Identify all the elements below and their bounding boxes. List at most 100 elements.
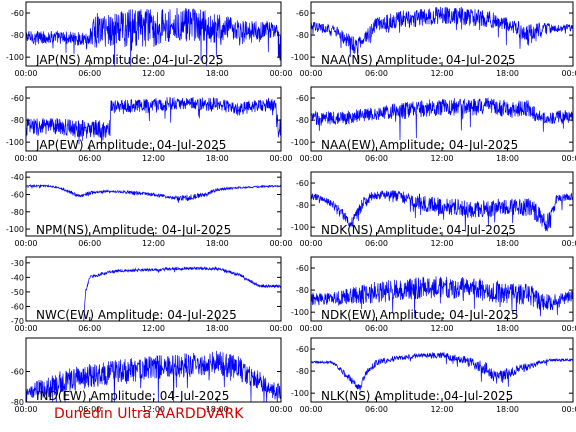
series-line-jap-ns: [26, 7, 281, 66]
y-tick-label: -80: [296, 201, 309, 210]
y-tick-label: -60: [296, 264, 309, 273]
x-tick-label: 18:00: [496, 405, 519, 414]
x-tick-label: 06:00: [78, 239, 101, 248]
x-tick-label: 12:00: [142, 405, 165, 414]
y-tick-label: -80: [296, 367, 309, 376]
x-tick-label: 18:00: [206, 239, 229, 248]
x-tick-label: 06:00: [365, 405, 388, 414]
series-line-jap-ew: [26, 96, 281, 146]
y-tick-label: -60: [11, 94, 24, 103]
chart-title: NDK(EW) Amplitude: 04-Jul-2025: [321, 308, 519, 322]
series-line-naa-ew: [311, 97, 573, 141]
x-tick-label: 12:00: [142, 154, 165, 163]
x-tick-label: 00:00: [299, 405, 322, 414]
y-tick-label: -100: [291, 308, 309, 317]
x-tick-label: 00:00: [561, 405, 576, 414]
x-tick-label: 00:00: [14, 154, 37, 163]
x-tick-label: 00:00: [299, 239, 322, 248]
y-tick-label: -80: [11, 116, 24, 125]
x-tick-label: 06:00: [78, 324, 101, 333]
x-tick-label: 12:00: [142, 239, 165, 248]
x-tick-label: 12:00: [430, 405, 453, 414]
chart-title: IND(EW) Amplitude: 04-Jul-2025: [36, 389, 229, 403]
x-tick-label: 06:00: [78, 405, 101, 414]
x-tick-label: 00:00: [14, 405, 37, 414]
x-tick-label: 00:00: [299, 324, 322, 333]
y-tick-label: -60: [11, 302, 24, 311]
x-tick-label: 18:00: [206, 405, 229, 414]
chart-panel-nwc-ew: -70 -60 -50 -40 -30 00:00 06:00 12:00 18:00 00:00…: [11, 256, 293, 333]
y-tick-label: -100: [6, 138, 24, 147]
x-tick-label: 18:00: [496, 69, 519, 78]
y-tick-label: -60: [296, 345, 309, 354]
y-tick-label: -100: [291, 389, 309, 398]
chart-panel-naa-ew: -100 -80 -60 00:00 06:00 12:00 18:00 00:00 NAA(E…: [291, 86, 576, 163]
x-tick-label: 12:00: [430, 239, 453, 248]
y-tick-label: -80: [296, 116, 309, 125]
x-tick-label: 00:00: [14, 239, 37, 248]
footer-label: Dunedin Ultra AARDDVARK: [54, 406, 244, 422]
chart-title: NDK(NS) Amplitude: 04-Jul-2025: [321, 223, 516, 237]
series-line-ndk-ns: [311, 190, 573, 232]
y-tick-label: -60: [296, 94, 309, 103]
x-tick-label: 00:00: [269, 154, 292, 163]
y-tick-label: -60: [11, 190, 24, 199]
x-tick-label: 00:00: [269, 69, 292, 78]
chart-panel-npm-ns: -100 -80 -60 -40 00:00 06:00 12:00 18:00 00:00 NP…: [6, 171, 293, 248]
chart-title: JAP(NS) Amplitude: 04-Jul-2025: [35, 53, 224, 67]
chart-title: NWC(EW) Amplitude: 04-Jul-2025: [36, 308, 237, 322]
x-tick-label: 12:00: [142, 69, 165, 78]
x-tick-label: 00:00: [269, 405, 292, 414]
x-tick-label: 00:00: [269, 324, 292, 333]
chart-title: NAA(EW) Amplitude: 04-Jul-2025: [321, 138, 518, 152]
y-tick-label: -100: [291, 138, 309, 147]
y-tick-label: -80: [296, 286, 309, 295]
chart-title: NLK(NS) Amplitude: 04-Jul-2025: [321, 389, 513, 403]
x-tick-label: 00:00: [14, 69, 37, 78]
y-tick-label: -100: [291, 53, 309, 62]
chart-panel-nlk-ns: -100 -80 -60 00:00 06:00 12:00 18:00 00:00 NLK(N…: [291, 337, 576, 414]
chart-panel-ind-ew: -80 -60 00:00 06:00 12:00 18:00 00:00 IND(EW) A…: [11, 337, 293, 414]
x-tick-label: 06:00: [78, 69, 101, 78]
series-line-naa-ns: [311, 6, 573, 61]
y-tick-label: -60: [11, 9, 24, 18]
x-tick-label: 12:00: [142, 324, 165, 333]
x-tick-label: 00:00: [561, 154, 576, 163]
y-tick-label: -30: [11, 259, 24, 268]
y-tick-label: -100: [291, 223, 309, 232]
y-tick-label: -80: [296, 31, 309, 40]
chart-panel-ndk-ew: -100 -80 -60 00:00 06:00 12:00 18:00 00:00 NDK(E…: [291, 256, 576, 333]
series-line-nwc-ew: [26, 266, 281, 321]
x-tick-label: 00:00: [269, 239, 292, 248]
x-tick-label: 18:00: [206, 324, 229, 333]
chart-panel-naa-ns: -100 -80 -60 00:00 06:00 12:00 18:00 00:00 NAA(N…: [291, 1, 576, 78]
x-tick-label: 06:00: [78, 154, 101, 163]
x-tick-label: 06:00: [365, 69, 388, 78]
y-tick-label: -100: [6, 225, 24, 234]
x-tick-label: 06:00: [365, 324, 388, 333]
series-line-ind-ew: [26, 350, 281, 402]
chart-title: NPM(NS) Amplitude: 04-Jul-2025: [36, 223, 231, 237]
y-tick-label: -60: [11, 368, 24, 377]
y-tick-label: -80: [11, 398, 24, 407]
y-tick-label: -40: [11, 273, 24, 282]
x-tick-label: 00:00: [299, 69, 322, 78]
series-line-nlk-ns: [311, 351, 573, 391]
x-tick-label: 00:00: [561, 69, 576, 78]
x-tick-label: 12:00: [430, 69, 453, 78]
y-tick-label: -40: [11, 173, 24, 182]
y-tick-label: -60: [296, 9, 309, 18]
series-line-npm-ns: [26, 183, 281, 203]
x-tick-label: 00:00: [299, 154, 322, 163]
x-tick-label: 18:00: [206, 69, 229, 78]
x-tick-label: 18:00: [496, 239, 519, 248]
x-tick-label: 00:00: [561, 324, 576, 333]
chart-title: JAP(EW) Amplitude: 04-Jul-2025: [35, 138, 226, 152]
x-tick-label: 18:00: [496, 154, 519, 163]
chart-title: NAA(NS) Amplitude: 04-Jul-2025: [321, 53, 515, 67]
x-tick-label: 06:00: [365, 239, 388, 248]
x-tick-label: 06:00: [365, 154, 388, 163]
x-tick-label: 00:00: [561, 239, 576, 248]
y-tick-label: -70: [11, 317, 24, 326]
